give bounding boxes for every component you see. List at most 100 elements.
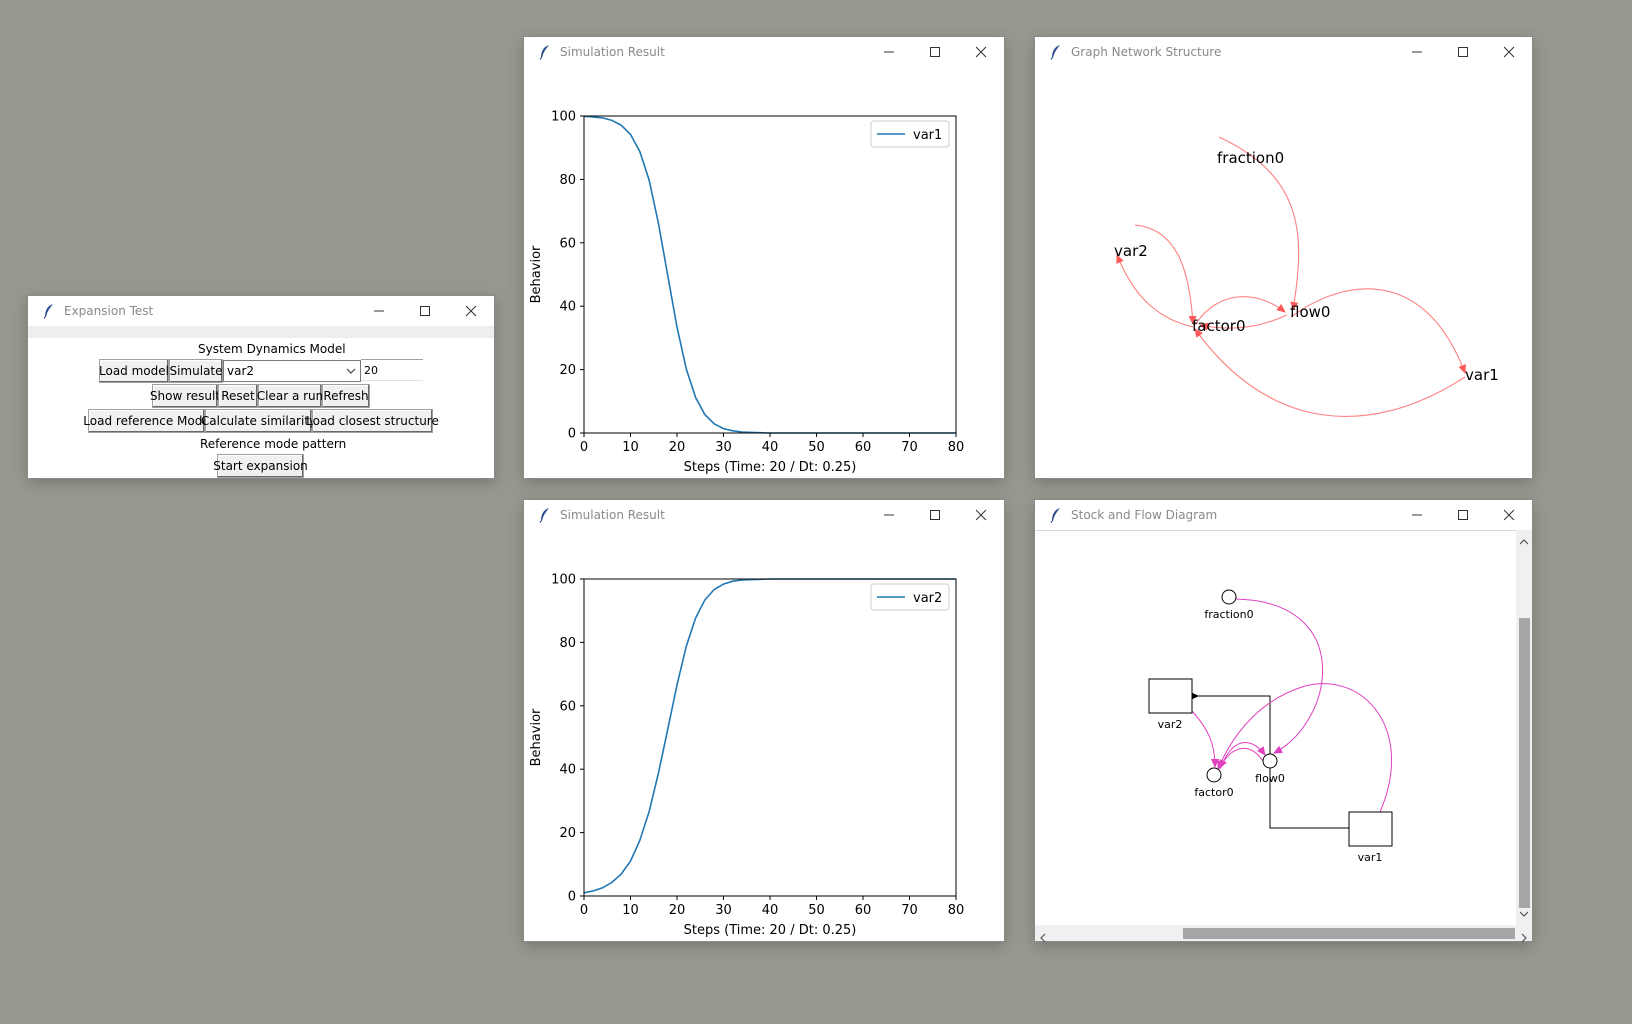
aux-flow0-label: flow0 <box>1255 772 1285 785</box>
minimize-icon[interactable] <box>356 296 402 326</box>
titlebar[interactable]: Expansion Test <box>28 296 494 326</box>
start-expansion-button[interactable]: Start expansion <box>213 454 308 478</box>
expansion-test-window: Expansion Test System Dynamics Model Loa… <box>28 296 494 478</box>
legend-label: var2 <box>913 591 942 606</box>
titlebar[interactable]: Simulation Result <box>524 500 1004 530</box>
window-title: Simulation Result <box>560 45 665 59</box>
horizontal-scroll-thumb[interactable] <box>1183 928 1515 939</box>
variable-select[interactable]: var2 <box>223 360 361 382</box>
y-tick-label: 60 <box>559 699 576 714</box>
calculate-similarity-button[interactable]: Calculate similarity <box>201 409 316 433</box>
window-title: Expansion Test <box>64 304 154 318</box>
series-line-var1 <box>583 115 956 434</box>
edge-flow0-var1 <box>1290 288 1466 374</box>
titlebar[interactable]: Simulation Result <box>524 37 1004 67</box>
minimize-icon[interactable] <box>1394 37 1440 67</box>
load-model-button[interactable]: Load model <box>99 359 169 383</box>
node-flow0: flow0 <box>1290 303 1330 321</box>
vertical-scrollbar[interactable] <box>1516 530 1532 925</box>
load-closest-structure-button[interactable]: Load closest structure <box>306 409 439 433</box>
edge-factor0-flow0 <box>1194 296 1286 326</box>
x-tick-label: 30 <box>715 440 732 455</box>
close-icon[interactable] <box>448 296 494 326</box>
y-tick-label: 0 <box>568 890 576 905</box>
titlebar[interactable]: Stock and Flow Diagram <box>1035 500 1532 530</box>
link-var1-factor0 <box>1217 683 1392 813</box>
y-tick-label: 20 <box>559 826 576 841</box>
stock-var1-box[interactable] <box>1348 811 1393 847</box>
maximize-icon[interactable] <box>912 37 958 67</box>
minimize-icon[interactable] <box>1394 500 1440 530</box>
stock-var1-label: var1 <box>1358 851 1383 864</box>
titlebar[interactable]: Graph Network Structure <box>1035 37 1532 67</box>
maximize-icon[interactable] <box>912 500 958 530</box>
minimize-icon[interactable] <box>866 500 912 530</box>
scroll-right-icon[interactable] <box>1519 928 1529 947</box>
x-tick-label: 60 <box>855 903 872 918</box>
simulate-button[interactable]: Simulate <box>169 359 223 383</box>
x-tick-label: 40 <box>762 903 779 918</box>
close-icon[interactable] <box>958 37 1004 67</box>
refresh-button[interactable]: Refresh <box>322 384 370 408</box>
behavior-line-chart: 0 10 20 30 40 50 60 70 80 0 20 40 60 80 100 Steps (Time… <box>529 110 964 476</box>
menu-bar <box>28 326 494 338</box>
aux-fraction0-circle[interactable] <box>1221 589 1237 605</box>
x-tick-label: 20 <box>669 440 686 455</box>
network-graph: fraction0 var2 flow0 factor0 var1 <box>1114 136 1499 417</box>
vertical-scroll-thumb[interactable] <box>1519 618 1530 908</box>
show-result-button[interactable]: Show result <box>150 384 220 408</box>
y-tick-label: 0 <box>568 427 576 442</box>
window-title: Simulation Result <box>560 508 665 522</box>
x-tick-label: 10 <box>622 903 639 918</box>
x-tick-label: 0 <box>580 440 588 455</box>
aux-fraction0-label: fraction0 <box>1204 608 1253 621</box>
stock-var2-box[interactable] <box>1148 678 1193 714</box>
maximize-icon[interactable] <box>1440 500 1486 530</box>
y-tick-label: 80 <box>559 636 576 651</box>
stock-var2-label: var2 <box>1158 718 1183 731</box>
clear-run-button[interactable]: Clear a run <box>257 384 323 408</box>
x-tick-label: 50 <box>808 903 825 918</box>
minimize-icon[interactable] <box>866 37 912 67</box>
link-fraction0-flow0 <box>1234 598 1323 754</box>
chevron-down-icon[interactable] <box>345 364 357 381</box>
close-icon[interactable] <box>1486 500 1532 530</box>
close-icon[interactable] <box>1486 37 1532 67</box>
behavior-line-chart: 0 10 20 30 40 50 60 70 80 0 20 40 60 80 100 Steps (Time… <box>529 573 965 939</box>
legend-box <box>870 583 950 611</box>
horizontal-scrollbar[interactable] <box>1035 925 1532 943</box>
series-line-var2 <box>583 578 956 894</box>
link-factor0-flow0 <box>1219 742 1266 770</box>
x-tick-label: 80 <box>948 903 965 918</box>
scroll-down-icon[interactable] <box>1519 904 1529 923</box>
aux-factor0-circle[interactable] <box>1206 767 1222 783</box>
x-tick-label: 30 <box>715 903 732 918</box>
aux-factor0-label: factor0 <box>1194 786 1233 799</box>
window-title: Graph Network Structure <box>1071 45 1222 59</box>
edge-var2-factor0 <box>1134 224 1197 325</box>
y-tick-label: 60 <box>559 236 576 251</box>
close-icon[interactable] <box>958 500 1004 530</box>
tk-feather-icon <box>534 504 556 526</box>
diagram-canvas[interactable]: var2 var1 fraction0 flow0 factor0 <box>1035 530 1516 925</box>
tk-feather-icon <box>1045 41 1067 63</box>
x-tick-label: 10 <box>622 440 639 455</box>
y-tick-label: 100 <box>551 573 576 588</box>
reset-button[interactable]: Reset <box>218 384 258 408</box>
maximize-icon[interactable] <box>402 296 448 326</box>
steps-entry[interactable]: 20 <box>361 359 423 381</box>
x-tick-label: 70 <box>901 440 918 455</box>
aux-flow0-circle[interactable] <box>1262 753 1278 769</box>
scroll-up-icon[interactable] <box>1519 532 1529 551</box>
load-reference-mode-button[interactable]: Load reference Mode <box>83 409 210 433</box>
maximize-icon[interactable] <box>1440 37 1486 67</box>
edge-fraction0-flow0 <box>1218 136 1300 311</box>
scroll-left-icon[interactable] <box>1038 928 1048 947</box>
y-axis-label: Behavior <box>529 708 544 766</box>
y-tick-label: 80 <box>559 173 576 188</box>
graph-network-window: Graph Network Structure fraction0 <box>1035 37 1532 478</box>
edge-factor0-var2 <box>1116 254 1194 328</box>
variable-select-value: var2 <box>227 364 255 378</box>
reference-mode-label: Reference mode pattern <box>200 437 347 451</box>
x-tick-label: 0 <box>580 903 588 918</box>
